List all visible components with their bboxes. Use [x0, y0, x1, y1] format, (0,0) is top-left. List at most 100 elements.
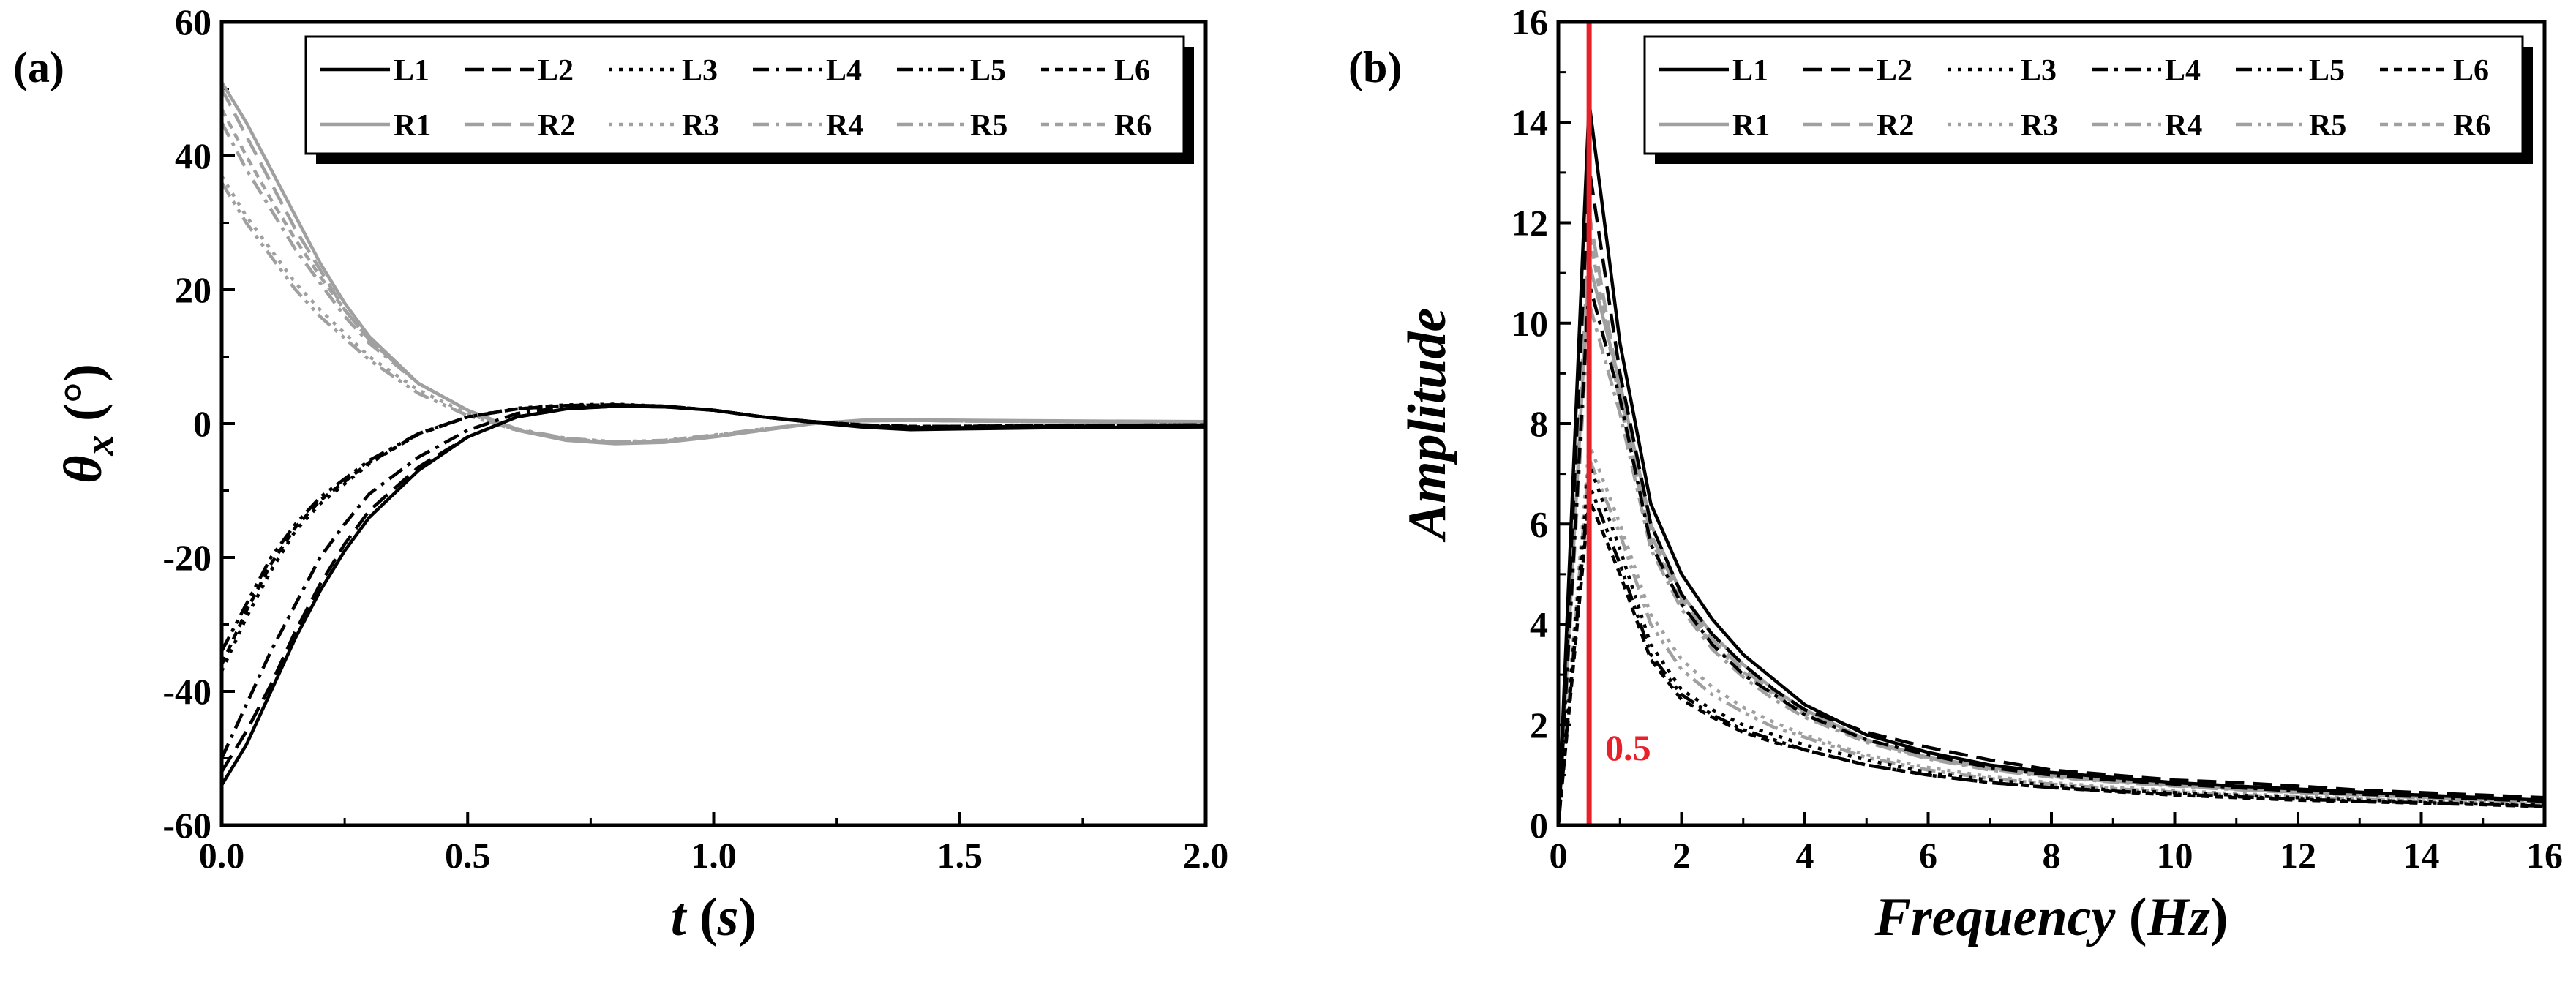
series-line-r4 — [220, 121, 1206, 444]
series-line-l3 — [219, 402, 1206, 672]
legend-label-r5: R5 — [2309, 109, 2346, 143]
series-line-l5 — [1556, 482, 2545, 826]
series-line-l3 — [1556, 462, 2545, 826]
chart-b-frame — [1556, 20, 2547, 827]
frequency-marker-label: 0.5 — [1605, 727, 1651, 768]
chart-b-xlabel-close: ) — [2210, 887, 2228, 947]
y-tick-label: -60 — [162, 805, 211, 846]
legend-label-r4: R4 — [2165, 109, 2202, 143]
chart-a-ylabel: θx (°) — [53, 364, 122, 484]
legend-label-r3: R3 — [682, 109, 719, 143]
chart-a: 0.0 0.5 1.0 1.5 2.0 -60 -40 -20 0 20 40 60 L1 L2 L3 L4… — [53, 1, 1228, 947]
chart-b-ticks: 0 2 4 6 8 10 12 14 16 0 2 4 6 8 10 12 14 16 — [1512, 1, 2563, 876]
y-tick-label: -40 — [162, 671, 211, 712]
y-tick-label: 0 — [193, 403, 211, 444]
x-tick-label: 2 — [1672, 835, 1691, 876]
x-tick-label: 1.0 — [691, 835, 737, 876]
legend-label-l2: L2 — [1877, 54, 1912, 88]
legend-label-r3: R3 — [2021, 109, 2058, 143]
legend-label-l5: L5 — [2309, 54, 2345, 88]
chart-a-ylabel-unit: (°) — [53, 364, 113, 435]
legend-label-l1: L1 — [394, 54, 429, 88]
chart-b-xlabel-open: ( — [2115, 887, 2147, 947]
y-tick-label: 2 — [1530, 705, 1548, 745]
series-line-r5 — [220, 181, 1206, 443]
legend-label-l3: L3 — [2021, 54, 2057, 88]
series-line-l1 — [220, 404, 1206, 786]
x-tick-label: 8 — [2043, 835, 2061, 876]
y-tick-label: 6 — [1530, 503, 1548, 544]
y-tick-label: 8 — [1530, 403, 1548, 444]
legend-label-r5: R5 — [970, 109, 1007, 143]
x-tick-label: 10 — [2157, 835, 2193, 876]
chart-b-xlabel-unit: Hz — [2147, 887, 2211, 947]
chart-a-ylabel-symbol: θ — [53, 455, 113, 483]
legend-label-r6: R6 — [1114, 109, 1152, 143]
chart-a-ticks: 0.0 0.5 1.0 1.5 2.0 -60 -40 -20 0 20 40 60 — [162, 1, 1228, 876]
chart-b-series — [1556, 100, 2545, 826]
legend-label-l2: L2 — [538, 54, 574, 88]
y-tick-label: 14 — [1512, 102, 1548, 143]
chart-a-xlabel-open: ( — [686, 887, 717, 947]
y-tick-label: -20 — [162, 537, 211, 578]
series-line-r3 — [1556, 442, 2545, 826]
series-line-l4 — [219, 403, 1206, 759]
series-line-r2 — [1556, 211, 2545, 826]
legend-label-l4: L4 — [826, 54, 862, 88]
legend-label-r1: R1 — [394, 109, 431, 143]
x-tick-label: 12 — [2280, 835, 2316, 876]
x-tick-label: 16 — [2526, 835, 2563, 876]
x-tick-label: 0.0 — [199, 835, 245, 876]
series-line-l5 — [220, 403, 1206, 653]
chart-b-xlabel-word: Frequency — [1874, 887, 2116, 947]
panel-b-label: (b) — [1348, 43, 1402, 91]
series-line-l6 — [1556, 497, 2545, 826]
legend-label-l5: L5 — [970, 54, 1006, 88]
legend-box — [1643, 35, 2524, 155]
x-tick-label: 2.0 — [1183, 835, 1229, 876]
y-tick-label: 16 — [1512, 1, 1548, 42]
y-tick-label: 0 — [1530, 805, 1548, 846]
y-tick-label: 10 — [1512, 303, 1548, 344]
x-tick-label: 4 — [1796, 835, 1814, 876]
chart-a-xlabel-unit: s — [717, 887, 739, 947]
legend-label-r1: R1 — [1732, 109, 1770, 143]
legend-label-r2: R2 — [538, 109, 575, 143]
chart-a-series — [219, 81, 1206, 786]
series-line-r6 — [1556, 230, 2545, 826]
legend-label-l4: L4 — [2165, 54, 2201, 88]
chart-a-ylabel-sub: x — [77, 435, 122, 456]
chart-a-xlabel-symbol: t — [671, 887, 688, 947]
x-tick-label: 6 — [1919, 835, 1937, 876]
legend-label-l6: L6 — [2453, 54, 2489, 88]
chart-a-xlabel: t (s) — [671, 887, 756, 947]
series-line-r5 — [1556, 457, 2545, 826]
chart-a-frame — [219, 20, 1208, 827]
chart-b-ylabel: Amplitude — [1397, 308, 1457, 543]
y-tick-label: 20 — [175, 269, 211, 310]
x-tick-label: 1.5 — [937, 835, 983, 876]
legend-label-r6: R6 — [2453, 109, 2490, 143]
x-tick-label: 14 — [2403, 835, 2440, 876]
x-tick-label: 0.5 — [445, 835, 491, 876]
series-line-r4 — [1556, 301, 2545, 826]
y-tick-label: 4 — [1530, 604, 1548, 645]
chart-a-xlabel-close: ) — [738, 887, 756, 947]
series-line-l4 — [1556, 281, 2545, 826]
y-tick-label: 40 — [175, 135, 211, 176]
y-tick-label: 60 — [175, 1, 211, 42]
chart-b-xlabel: Frequency (Hz) — [1874, 887, 2228, 947]
y-tick-label: 12 — [1512, 203, 1548, 244]
panel-a-label: (a) — [13, 43, 64, 91]
chart-a-legend: L1 L2 L3 L4 L5 L6 R1 R2 R3 R4 R5 R6 — [304, 35, 1194, 164]
legend-label-l6: L6 — [1114, 54, 1150, 88]
legend-label-r4: R4 — [826, 109, 863, 143]
chart-b-legend: L1 L2 L3 L4 L5 L6 R1 R2 R3 R4 R5 R6 — [1643, 35, 2533, 164]
series-line-r3 — [220, 175, 1206, 444]
legend-label-l3: L3 — [682, 54, 718, 88]
legend-label-l1: L1 — [1732, 54, 1768, 88]
series-line-l2 — [1556, 165, 2545, 826]
series-line-l6 — [219, 403, 1206, 666]
